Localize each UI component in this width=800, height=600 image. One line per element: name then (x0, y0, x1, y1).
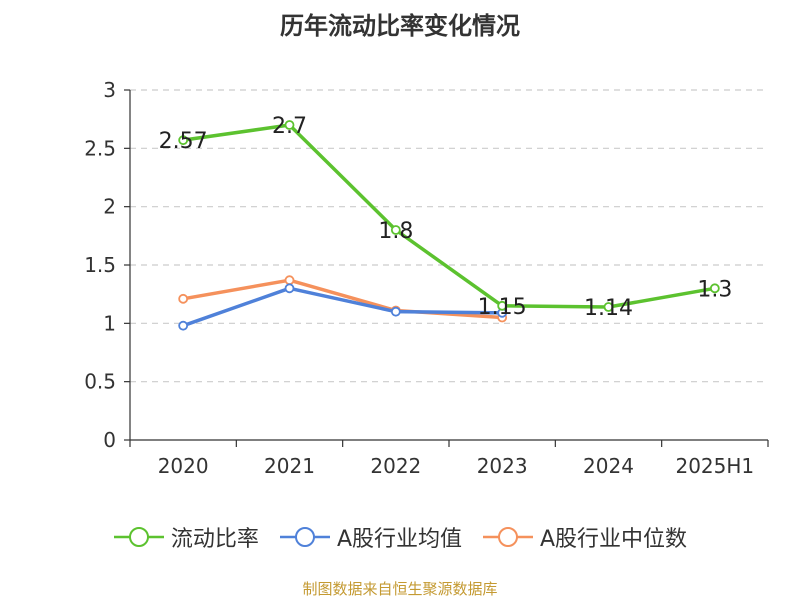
data-point[interactable] (178, 320, 189, 331)
source-note: 制图数据来自恒生聚源数据库 (302, 580, 498, 598)
legend-item[interactable]: A股行业中位数 (482, 521, 687, 553)
x-tick-label: 2023 (477, 454, 528, 478)
legend-swatch (113, 525, 165, 549)
data-label: 2.57 (159, 129, 208, 154)
chart-title: 历年流动比率变化情况 (280, 12, 520, 40)
data-point[interactable] (390, 225, 401, 235)
x-tick-label: 2021 (264, 454, 315, 478)
legend-label: A股行业中位数 (540, 527, 688, 552)
y-tick-label: 3 (103, 78, 116, 102)
data-labels: 2.57 2.7 1.8 1.15 1.14 1.3 (159, 114, 733, 321)
axes: 0 0.5 1 1.5 2 2.5 3 2020 2021 2022 2023 2024 2025H1 (84, 78, 769, 478)
data-point[interactable] (284, 120, 295, 130)
y-tick-label: 1 (103, 311, 116, 335)
series-line (181, 123, 717, 309)
series-lines (178, 120, 720, 331)
data-point[interactable] (497, 300, 508, 311)
data-label: 1.3 (697, 277, 732, 302)
data-point[interactable] (390, 306, 401, 317)
data-point[interactable] (178, 293, 189, 304)
data-point[interactable] (709, 283, 720, 294)
legend-label: A股行业均值 (336, 527, 462, 552)
data-label: 1.14 (584, 296, 633, 321)
x-tick-label: 2020 (158, 454, 209, 478)
y-tick-label: 2 (103, 195, 116, 219)
y-tick-label: 0.5 (84, 370, 116, 394)
x-tick-label: 2024 (583, 454, 634, 478)
legend-swatch (279, 525, 331, 549)
x-tick-label: 2022 (370, 454, 421, 478)
y-tick-label: 2.5 (84, 136, 116, 160)
legend-item[interactable]: 流动比率 (113, 521, 259, 553)
series-line (181, 286, 504, 328)
data-point[interactable] (603, 302, 614, 312)
data-label: 2.7 (272, 114, 307, 139)
data-label: 1.8 (378, 219, 413, 244)
data-point[interactable] (284, 283, 295, 294)
y-tick-label: 0 (103, 428, 116, 452)
data-point[interactable] (178, 135, 189, 146)
legend: 流动比率 A股行业均值 A股行业中位数 (0, 520, 800, 554)
legend-swatch (482, 525, 534, 549)
y-tick-label: 1.5 (84, 253, 116, 277)
x-tick-label: 2025H1 (675, 454, 754, 478)
data-point[interactable] (284, 275, 295, 286)
grid-lines (130, 89, 768, 383)
data-label: 1.15 (478, 295, 527, 320)
legend-label: 流动比率 (170, 527, 259, 552)
legend-item[interactable]: A股行业均值 (279, 521, 462, 553)
